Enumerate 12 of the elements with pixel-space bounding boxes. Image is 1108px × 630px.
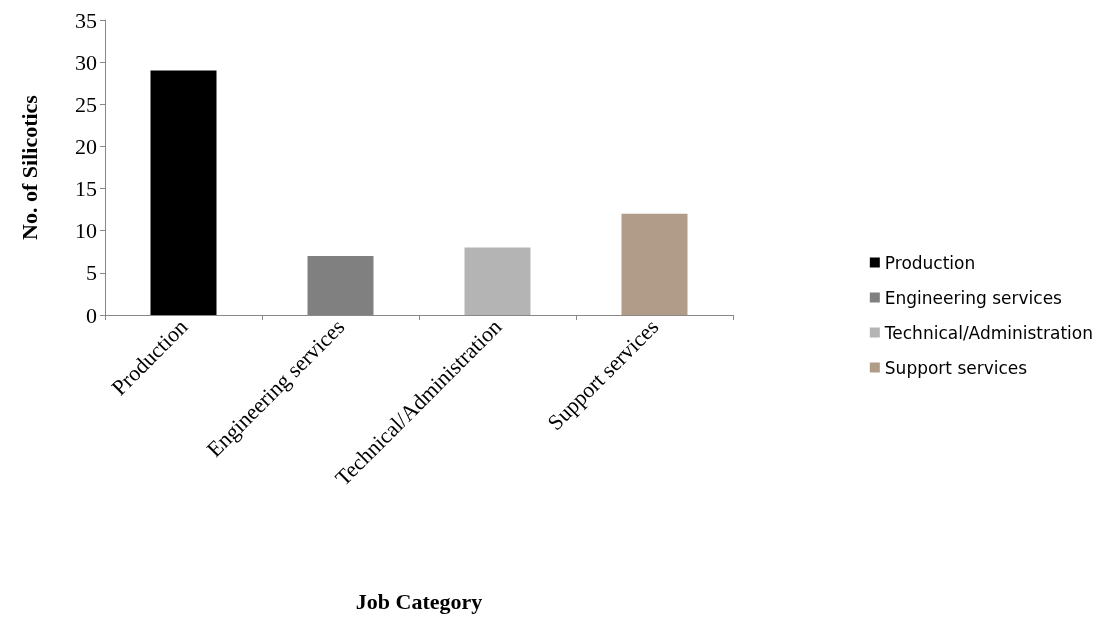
y-tick-label: 15 [75,176,97,202]
y-tick-label: 5 [86,260,97,286]
y-tick-label: 20 [75,133,97,159]
y-tick-label: 10 [75,218,97,244]
y-axis-title: No. of Silicotics [16,94,42,240]
y-tick-label: 0 [86,302,97,328]
y-tick-label: 35 [75,7,97,33]
legend-label: Engineering services [884,287,1063,308]
x-axis-title: Job Category [355,588,483,614]
y-tick-label: 25 [75,91,97,117]
y-tick-label: 30 [75,49,97,75]
legend-label: Production [884,252,976,273]
